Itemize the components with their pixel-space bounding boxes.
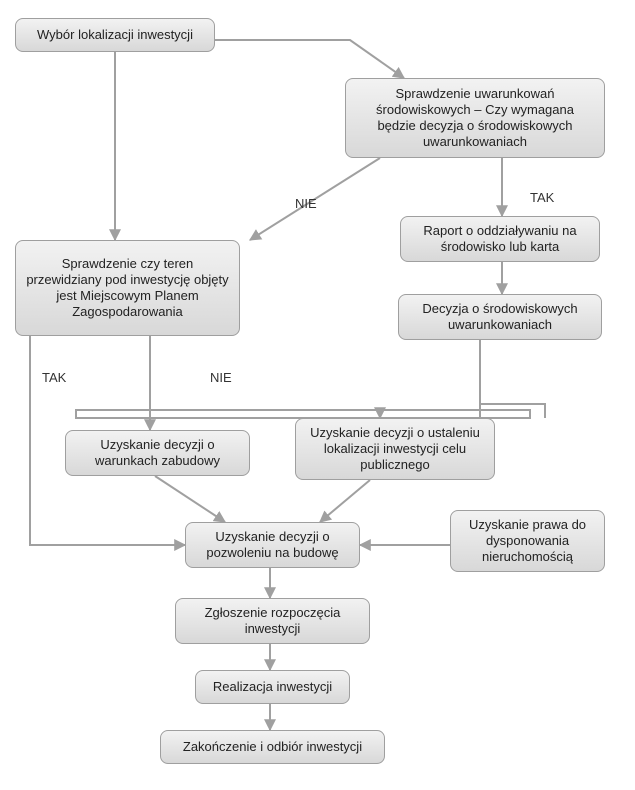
node-label: Uzyskanie decyzji o warunkach zabudowy xyxy=(76,437,239,470)
node-prawo-do-nieruchomosci: Uzyskanie prawa do dysponowania nierucho… xyxy=(450,510,605,572)
edge-label-nie-1: NIE xyxy=(295,196,317,211)
node-zgloszenie-rozpoczecia: Zgłoszenie rozpoczęcia inwestycji xyxy=(175,598,370,644)
node-label: Uzyskanie prawa do dysponowania nierucho… xyxy=(461,517,594,566)
node-label: Uzyskanie decyzji o ustaleniu lokalizacj… xyxy=(306,425,484,474)
edge-e9 xyxy=(155,476,225,522)
node-warunki-zabudowy: Uzyskanie decyzji o warunkach zabudowy xyxy=(65,430,250,476)
node-raport: Raport o oddziaływaniu na środowisko lub… xyxy=(400,216,600,262)
node-decyzja-srodowiskowa: Decyzja o środowiskowych uwarunkowaniach xyxy=(398,294,602,340)
node-sprawdzenie-uwarunkowan: Sprawdzenie uwarunkowań środowiskowych –… xyxy=(345,78,605,158)
edge-label-nie-2: NIE xyxy=(210,370,232,385)
edge-label-text: NIE xyxy=(295,196,317,211)
node-label: Wybór lokalizacji inwestycji xyxy=(37,27,193,43)
node-label: Zgłoszenie rozpoczęcia inwestycji xyxy=(186,605,359,638)
edge-label-text: TAK xyxy=(42,370,66,385)
node-realizacja: Realizacja inwestycji xyxy=(195,670,350,704)
node-label: Zakończenie i odbiór inwestycji xyxy=(183,739,362,755)
node-label: Raport o oddziaływaniu na środowisko lub… xyxy=(411,223,589,256)
edge-label-text: TAK xyxy=(530,190,554,205)
node-label: Uzyskanie decyzji o pozwoleniu na budowę xyxy=(196,529,349,562)
node-label: Sprawdzenie czy teren przewidziany pod i… xyxy=(26,256,229,321)
edge-e2 xyxy=(215,40,404,78)
node-zakonczenie: Zakończenie i odbiór inwestycji xyxy=(160,730,385,764)
edge-e10 xyxy=(320,480,370,522)
node-label: Decyzja o środowiskowych uwarunkowaniach xyxy=(409,301,591,334)
edge-e7 xyxy=(76,336,530,418)
node-wybor-lokalizacji: Wybór lokalizacji inwestycji xyxy=(15,18,215,52)
edge-label-tak-1: TAK xyxy=(530,190,554,205)
node-pozwolenie-na-budowe: Uzyskanie decyzji o pozwoleniu na budowę xyxy=(185,522,360,568)
node-label: Sprawdzenie uwarunkowań środowiskowych –… xyxy=(356,86,594,151)
flowchart-canvas: Wybór lokalizacji inwestycji Sprawdzenie… xyxy=(0,0,635,790)
edge-e8 xyxy=(480,340,545,418)
edge-label-tak-2: TAK xyxy=(42,370,66,385)
node-lokalizacja-celu-publicznego: Uzyskanie decyzji o ustaleniu lokalizacj… xyxy=(295,418,495,480)
edge-label-text: NIE xyxy=(210,370,232,385)
node-label: Realizacja inwestycji xyxy=(213,679,332,695)
node-sprawdzenie-teren: Sprawdzenie czy teren przewidziany pod i… xyxy=(15,240,240,336)
